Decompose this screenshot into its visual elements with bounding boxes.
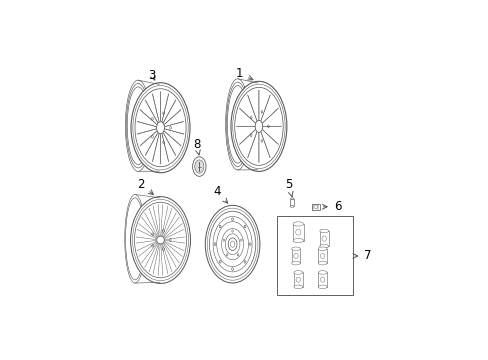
Ellipse shape bbox=[135, 89, 186, 167]
Ellipse shape bbox=[162, 229, 164, 232]
Ellipse shape bbox=[293, 271, 302, 274]
Ellipse shape bbox=[237, 254, 238, 256]
Ellipse shape bbox=[291, 247, 300, 251]
Text: 5: 5 bbox=[285, 178, 292, 197]
Ellipse shape bbox=[292, 222, 303, 226]
Ellipse shape bbox=[261, 111, 262, 113]
Ellipse shape bbox=[231, 230, 233, 232]
Ellipse shape bbox=[163, 141, 164, 144]
Ellipse shape bbox=[250, 134, 251, 137]
Ellipse shape bbox=[151, 135, 153, 138]
Ellipse shape bbox=[231, 218, 233, 221]
Ellipse shape bbox=[226, 254, 227, 256]
Ellipse shape bbox=[169, 126, 171, 129]
Text: 1: 1 bbox=[235, 67, 252, 80]
Bar bbox=[311, 204, 319, 210]
Ellipse shape bbox=[244, 261, 245, 263]
Ellipse shape bbox=[209, 211, 255, 277]
Ellipse shape bbox=[130, 197, 190, 283]
Ellipse shape bbox=[318, 261, 326, 265]
Bar bbox=[276, 216, 352, 296]
Bar bbox=[293, 273, 302, 287]
Bar bbox=[291, 249, 300, 263]
Bar bbox=[318, 249, 326, 263]
Ellipse shape bbox=[292, 238, 303, 243]
Text: 4: 4 bbox=[213, 185, 227, 203]
Text: 6: 6 bbox=[322, 200, 341, 213]
Ellipse shape bbox=[318, 247, 326, 251]
Ellipse shape bbox=[267, 125, 269, 128]
Ellipse shape bbox=[223, 239, 224, 241]
Ellipse shape bbox=[156, 122, 164, 134]
Ellipse shape bbox=[231, 268, 233, 270]
Bar bbox=[318, 273, 326, 287]
Ellipse shape bbox=[134, 202, 186, 278]
Ellipse shape bbox=[318, 285, 326, 289]
Ellipse shape bbox=[194, 160, 203, 173]
Ellipse shape bbox=[156, 236, 164, 244]
Ellipse shape bbox=[240, 239, 242, 241]
Ellipse shape bbox=[290, 198, 293, 199]
Text: 8: 8 bbox=[192, 138, 200, 155]
Ellipse shape bbox=[230, 81, 286, 171]
Ellipse shape bbox=[228, 238, 237, 251]
Ellipse shape bbox=[319, 244, 328, 248]
Ellipse shape bbox=[131, 83, 190, 173]
Ellipse shape bbox=[151, 233, 153, 236]
Bar bbox=[292, 224, 303, 240]
Ellipse shape bbox=[151, 117, 153, 120]
Ellipse shape bbox=[318, 271, 326, 274]
Ellipse shape bbox=[291, 261, 300, 265]
Ellipse shape bbox=[249, 243, 250, 246]
Ellipse shape bbox=[169, 239, 171, 242]
Ellipse shape bbox=[293, 285, 302, 289]
Ellipse shape bbox=[219, 225, 221, 228]
Ellipse shape bbox=[261, 140, 262, 142]
Ellipse shape bbox=[205, 205, 260, 283]
Text: 3: 3 bbox=[148, 68, 156, 82]
Ellipse shape bbox=[151, 244, 153, 247]
Ellipse shape bbox=[219, 261, 221, 263]
Ellipse shape bbox=[255, 120, 262, 132]
Ellipse shape bbox=[244, 225, 245, 228]
Ellipse shape bbox=[214, 243, 216, 246]
Text: 7: 7 bbox=[352, 249, 371, 262]
Ellipse shape bbox=[250, 116, 251, 119]
Ellipse shape bbox=[162, 248, 164, 251]
Bar bbox=[319, 231, 328, 246]
Ellipse shape bbox=[192, 157, 205, 176]
Ellipse shape bbox=[163, 112, 164, 114]
Bar bbox=[290, 199, 293, 207]
Text: 2: 2 bbox=[137, 178, 153, 194]
Ellipse shape bbox=[234, 87, 283, 165]
Ellipse shape bbox=[319, 229, 328, 233]
Ellipse shape bbox=[290, 206, 293, 207]
